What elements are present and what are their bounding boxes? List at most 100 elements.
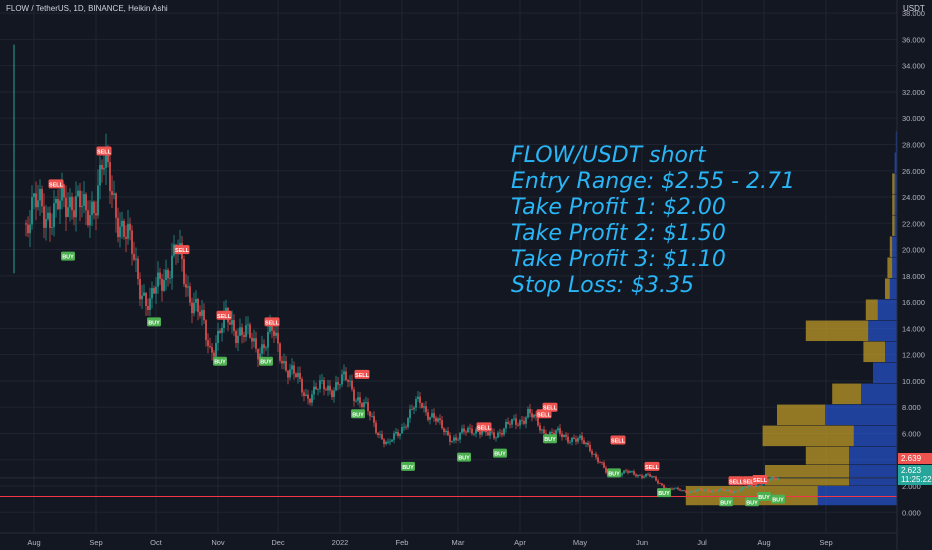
candle-body bbox=[411, 409, 413, 411]
candle-body bbox=[351, 380, 353, 390]
candle-body bbox=[365, 402, 367, 403]
candle-body bbox=[349, 380, 351, 382]
candle-body bbox=[603, 462, 605, 468]
candle-body bbox=[521, 420, 523, 422]
vp-bar-up bbox=[885, 341, 897, 363]
vp-bar-down bbox=[762, 425, 854, 447]
candle-body bbox=[451, 440, 453, 442]
candle-body bbox=[233, 320, 235, 331]
candle-body bbox=[589, 444, 591, 452]
candle-body bbox=[467, 427, 469, 433]
candle-body bbox=[741, 487, 743, 490]
x-tick-label: 2022 bbox=[332, 538, 349, 547]
x-tick-label: Oct bbox=[150, 538, 163, 547]
buy-badge bbox=[493, 448, 507, 458]
candle-body bbox=[551, 431, 553, 434]
candle-body bbox=[189, 286, 191, 303]
candle-body bbox=[319, 380, 321, 389]
buy-badge bbox=[771, 494, 785, 504]
candle-body bbox=[337, 382, 339, 385]
sell-label: SELL bbox=[753, 478, 768, 484]
candle-body bbox=[171, 255, 173, 279]
candle-body bbox=[273, 330, 275, 336]
candle-body bbox=[585, 442, 587, 445]
candle-body bbox=[515, 418, 517, 425]
candle-body bbox=[455, 437, 457, 441]
candle-body bbox=[39, 188, 41, 201]
x-tick-label: Feb bbox=[396, 538, 409, 547]
candle-body bbox=[165, 269, 167, 281]
buy-label: BUY bbox=[402, 465, 414, 471]
candle-body bbox=[519, 420, 521, 426]
sell-signal: SELL bbox=[174, 245, 190, 255]
candle-body bbox=[191, 302, 193, 314]
candle-body bbox=[321, 380, 323, 381]
x-tick-label: Sep bbox=[89, 538, 102, 547]
trade-annotation[interactable]: FLOW/USDT short Entry Range: $2.55 - 2.7… bbox=[511, 143, 795, 299]
candle-body bbox=[363, 402, 365, 408]
y-tick-label: 2.000 bbox=[902, 482, 921, 491]
candle-body bbox=[531, 413, 533, 418]
candle-body bbox=[213, 352, 215, 357]
x-tick-label: Jun bbox=[636, 538, 648, 547]
buy-signal: BUY bbox=[147, 317, 161, 327]
candle-body bbox=[371, 416, 373, 417]
symbol-title[interactable]: FLOW / TetherUS, 1D, BINANCE, Heikin Ash… bbox=[6, 4, 168, 13]
candle-body bbox=[333, 390, 335, 398]
candle-body bbox=[209, 346, 211, 348]
buy-label: BUY bbox=[544, 437, 556, 443]
candle-body bbox=[343, 371, 345, 375]
candle-body bbox=[717, 490, 719, 492]
annotation-line: Take Profit 1: $2.00 bbox=[511, 195, 726, 220]
candle-body bbox=[591, 451, 593, 455]
candle-body bbox=[499, 432, 501, 434]
candle-body bbox=[663, 485, 665, 489]
x-tick-label: Jul bbox=[697, 538, 707, 547]
candle-body bbox=[95, 213, 97, 216]
x-tick-label: Aug bbox=[757, 538, 770, 547]
sell-label: SELL bbox=[743, 479, 758, 485]
candle-body bbox=[211, 347, 213, 353]
candle-body bbox=[541, 429, 543, 431]
annotation-line: Stop Loss: $3.35 bbox=[511, 273, 695, 298]
vp-bar-down bbox=[892, 173, 895, 194]
sell-signal: SELL bbox=[728, 476, 744, 486]
candle-body bbox=[41, 188, 43, 207]
candle-body bbox=[599, 462, 601, 463]
candle-body bbox=[353, 389, 355, 402]
candle-body bbox=[425, 406, 427, 413]
candle-body bbox=[565, 434, 567, 437]
candle-body bbox=[361, 403, 363, 408]
candle-body bbox=[511, 419, 513, 425]
buy-label: BUY bbox=[214, 360, 226, 366]
candle-body bbox=[577, 438, 579, 442]
candle-body bbox=[553, 433, 555, 435]
candle-body bbox=[167, 269, 169, 279]
candle-body bbox=[73, 210, 75, 218]
candle-body bbox=[157, 272, 159, 287]
candle-body bbox=[257, 348, 259, 360]
candle-body bbox=[281, 360, 283, 364]
candle-body bbox=[387, 441, 389, 443]
candle-body bbox=[45, 218, 47, 228]
candle-body bbox=[497, 432, 499, 438]
candle-body bbox=[241, 327, 243, 336]
candle-body bbox=[215, 343, 217, 357]
candle-body bbox=[143, 292, 145, 296]
buy-badge bbox=[259, 356, 273, 366]
buy-signal: BUY bbox=[213, 356, 227, 366]
candle-body bbox=[725, 489, 727, 491]
candle-body bbox=[431, 413, 433, 418]
x-axis[interactable]: Aug Sep Oct Nov Dec 2022 Feb Mar Apr May Jun Jul Aug… bbox=[0, 532, 897, 547]
candle-body bbox=[771, 476, 773, 479]
candle-body bbox=[441, 420, 443, 429]
sell-badge bbox=[264, 317, 280, 327]
candle-body bbox=[311, 394, 313, 403]
candle-body bbox=[323, 380, 325, 390]
candle-body bbox=[703, 489, 705, 491]
candle-body bbox=[647, 473, 649, 475]
candle-body bbox=[413, 407, 415, 410]
candle-body bbox=[253, 338, 255, 342]
